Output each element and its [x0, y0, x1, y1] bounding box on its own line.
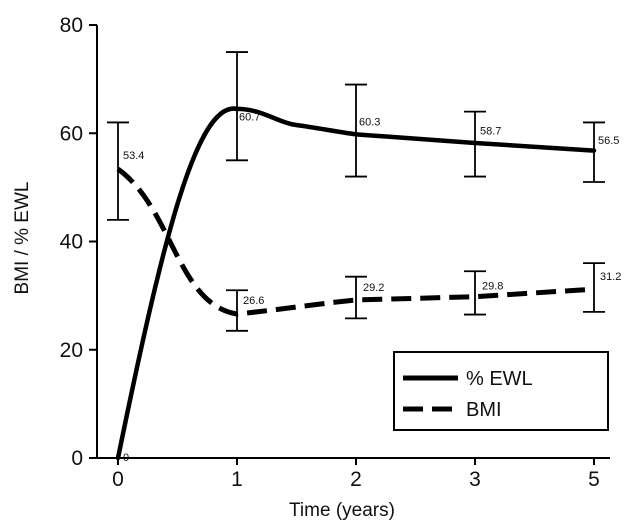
- data-label-bmi: 31.2: [600, 271, 621, 283]
- data-label-ewl: 56.5: [598, 135, 619, 147]
- y-tick-label: 40: [60, 231, 83, 254]
- y-tick-label: 80: [60, 14, 83, 37]
- legend-label-ewl: % EWL: [466, 368, 533, 390]
- data-label-bmi: 53.4: [123, 150, 144, 162]
- x-tick-label: 0: [112, 468, 124, 491]
- y-axis-title: BMI / % EWL: [12, 182, 33, 295]
- legend: % EWL BMI: [393, 351, 609, 431]
- series-line-bmi: [116, 166, 595, 317]
- data-label-ewl: 0: [123, 452, 129, 464]
- y-axis-ticks: 0 20 40 60 80: [60, 14, 97, 470]
- y-tick-label: 60: [60, 122, 83, 145]
- legend-label-bmi: BMI: [466, 399, 502, 421]
- data-label-bmi: 29.2: [363, 282, 384, 294]
- x-tick-label: 5: [588, 468, 600, 491]
- legend-box: [393, 351, 609, 431]
- x-tick-label: 2: [350, 468, 362, 491]
- x-axis-ticks: 0 1 2 3 5: [112, 458, 600, 491]
- data-label-bmi: 29.8: [482, 281, 503, 293]
- data-labels: 0 60.7 60.3 58.7 56.5 53.4 26.6 29.2 29.8 31.2: [123, 111, 621, 464]
- y-tick-label: 20: [60, 339, 83, 362]
- x-tick-label: 3: [469, 468, 481, 491]
- data-label-bmi: 26.6: [243, 295, 264, 307]
- y-tick-label: 0: [71, 447, 83, 470]
- series-line-ewl: [115, 106, 597, 461]
- data-label-ewl: 60.3: [359, 117, 380, 129]
- x-tick-label: 1: [231, 468, 243, 491]
- data-label-ewl: 58.7: [480, 125, 501, 137]
- data-label-ewl: 60.7: [239, 111, 260, 123]
- x-axis-title: Time (years): [289, 500, 395, 521]
